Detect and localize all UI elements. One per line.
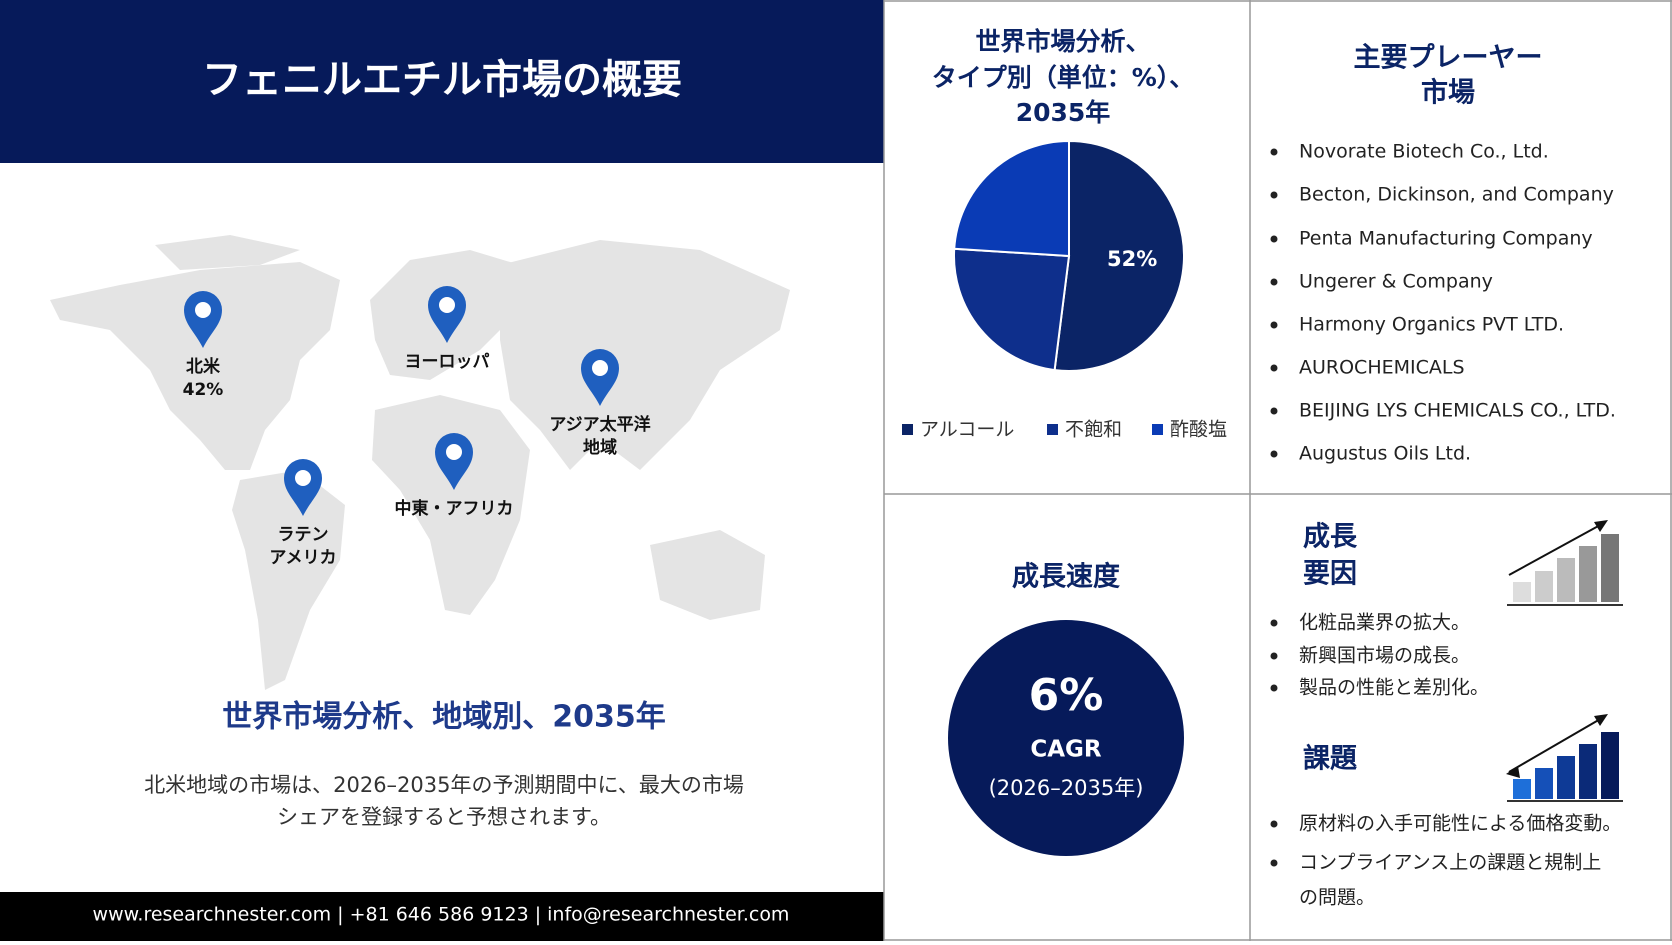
list-item: Augustus Oils Ltd. [1299,443,1471,465]
footer-contact: www.researchnester.com | +81 646 586 912… [93,904,790,926]
map-title: 世界市場分析、地域別、2035年 [222,700,666,735]
legend: アルコール 不飽和 酢酸塩 [902,419,1227,441]
pin-dot [439,297,455,313]
legend-swatch [1152,424,1163,435]
region-label: 中東・アフリカ [395,498,514,519]
bullet [1270,364,1278,372]
legend-label: アルコール [920,419,1014,441]
pie-title: 世界市場分析、 [975,27,1150,56]
map-description: 北米地域の市場は、2026–2035年の予測期間中に、最大の市場 [144,773,744,797]
pin-dot [592,360,608,376]
footer-bar [0,892,884,941]
legend-label: 不飽和 [1065,419,1122,441]
map-pin [435,433,473,490]
growth-circle [948,620,1184,856]
bullet [1270,235,1278,243]
bullet [1270,652,1278,660]
region-label: ヨーロッパ [405,352,490,372]
list-item: Harmony Organics PVT LTD. [1299,314,1564,336]
list-item: AUROCHEMICALS [1299,357,1465,379]
pie-slice [1053,139,1185,372]
world-map [50,235,790,690]
list-item: の問題。 [1299,887,1375,909]
bullet [1270,619,1278,627]
bullet [1270,148,1278,156]
legend-swatch [1047,424,1058,435]
drivers-list: 化粧品業界の拡大。新興国市場の成長。製品の性能と差別化。 [1270,612,1489,699]
pie-title: 2035年 [1016,98,1111,127]
list-item: 新興国市場の成長。 [1299,645,1470,667]
bullet [1270,450,1278,458]
pie-slice [953,247,1071,372]
region-label: アジア太平洋 [549,414,650,435]
list-item: Penta Manufacturing Company [1299,228,1593,250]
pie: 52% [953,139,1185,372]
drivers-title: 要因 [1303,559,1357,590]
bullet [1270,407,1278,415]
map-pin [581,349,619,406]
list-item: Ungerer & Company [1299,271,1493,293]
header-bar [0,0,884,163]
growth-label: CAGR [1030,737,1102,763]
growth-value: 6% [1029,670,1104,721]
list-item: Becton, Dickinson, and Company [1299,184,1614,206]
growth-icon [1507,520,1623,606]
list-item: 化粧品業界の拡大。 [1299,612,1470,634]
challenges-title: 課題 [1303,743,1358,775]
pie-slice [953,139,1070,258]
region-label: ラテン [278,525,329,545]
pin-dot [446,444,462,460]
players-title: 主要プレーヤー [1354,43,1543,74]
bullet [1270,820,1278,828]
bullet [1270,859,1278,867]
dividers [883,0,1672,941]
growth-period: (2026–2035年) [989,776,1144,800]
growth-title: 成長速度 [1012,561,1120,593]
pin-dot [195,302,211,318]
legend-swatch [902,424,913,435]
header-title: フェニルエチル市場の概要 [202,57,682,103]
map-description: シェアを登録すると予想されます。 [277,805,611,829]
bullet [1270,321,1278,329]
players-title: 市場 [1421,77,1475,109]
challenge-icon [1506,714,1623,802]
map-pin [428,286,466,343]
players-list: Novorate Biotech Co., Ltd. Becton, Dickin… [1270,141,1616,465]
bullet [1270,191,1278,199]
pin-dot [295,470,311,486]
list-item: コンプライアンス上の課題と規制上 [1299,852,1601,874]
bullet [1270,278,1278,286]
list-item: Novorate Biotech Co., Ltd. [1299,141,1549,163]
list-item: 原材料の入手可能性による価格変動。 [1299,813,1621,835]
region-label: 42% [183,380,224,400]
list-item: 製品の性能と差別化。 [1299,677,1489,699]
pie-title: タイプ別（単位：%）、 [932,63,1195,92]
legend-label: 酢酸塩 [1170,419,1227,441]
slice-label: 52% [1107,247,1157,271]
map-pin [184,291,222,348]
region-label: 北米 [186,356,221,377]
bullet [1270,684,1278,692]
list-item: BEIJING LYS CHEMICALS CO., LTD. [1299,400,1616,422]
map-pin [284,459,322,516]
drivers-title: 成長 [1303,522,1358,553]
region-label: アメリカ [269,548,336,568]
region-label: 地域 [583,437,617,458]
